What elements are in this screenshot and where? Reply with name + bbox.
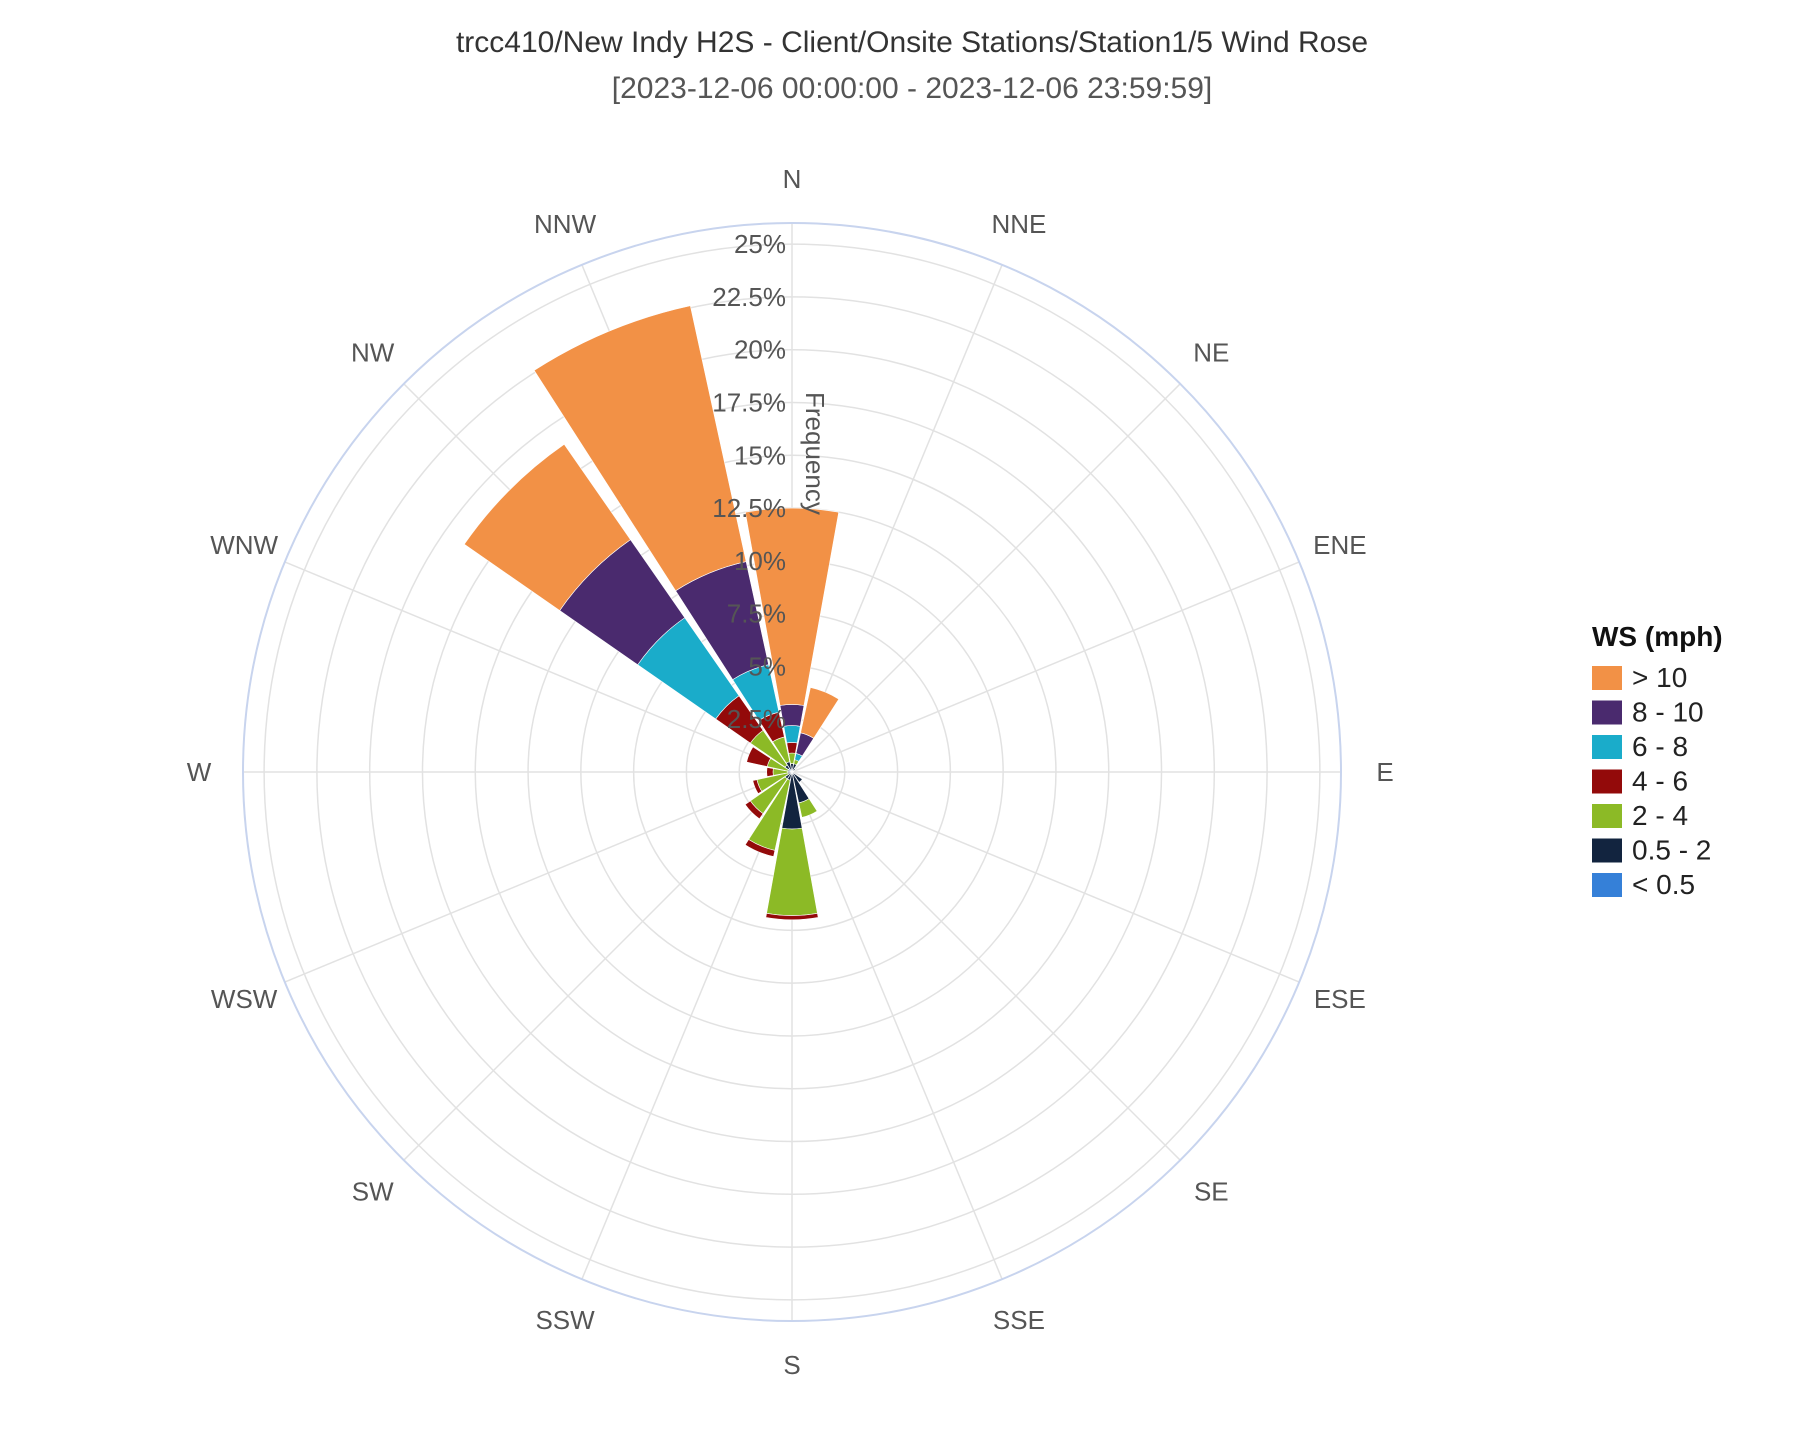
direction-label: SW	[352, 1176, 394, 1206]
legend-swatch	[1592, 769, 1622, 794]
direction-label: NNE	[991, 209, 1046, 239]
wind-bar-segment	[744, 800, 764, 820]
direction-label: NNW	[534, 209, 597, 239]
wind-bar-segment	[744, 507, 840, 706]
grid-spoke	[284, 561, 793, 773]
direction-label: E	[1376, 757, 1393, 787]
radial-tick-label: 22.5%	[712, 282, 786, 312]
wind-bar-segment	[798, 798, 818, 818]
legend-swatch	[1592, 873, 1622, 897]
wind-bars	[463, 305, 840, 921]
direction-label: ESE	[1314, 984, 1366, 1014]
legend-label: < 0.5	[1632, 869, 1695, 900]
direction-label: W	[187, 757, 212, 787]
radial-tick-label: 7.5%	[727, 599, 786, 629]
grid-spoke	[581, 771, 793, 1280]
wind-bar-segment	[765, 912, 819, 921]
polar-grid	[242, 222, 1342, 1322]
legend-label: 0.5 - 2	[1632, 835, 1711, 866]
radial-tick-label: 12.5%	[712, 493, 786, 523]
chart-title: trcc410/New Indy H2S - Client/Onsite Sta…	[456, 26, 1368, 59]
legend-label: 6 - 8	[1632, 731, 1688, 762]
grid-spoke	[791, 264, 1003, 773]
grid-spoke	[791, 771, 1300, 983]
wind-bar-segment	[744, 839, 776, 857]
grid-spoke	[791, 771, 1181, 1161]
wind-bar-segment	[791, 771, 803, 783]
direction-label: NW	[351, 338, 395, 368]
radial-tick-labels: 2.5% 5% 7.5% 10% 12.5% 15% 17.5% 20% 22.5% 25% Fre…	[712, 229, 830, 734]
wind-bar-segment	[783, 725, 801, 744]
legend-swatch	[1592, 700, 1622, 725]
legend-label: > 10	[1632, 662, 1687, 693]
grid-spoke	[791, 771, 1003, 1280]
grid-spoke	[791, 561, 1300, 773]
direction-label: SSW	[535, 1305, 595, 1335]
radial-tick-label: 10%	[734, 546, 786, 576]
radial-tick-label: 25%	[734, 229, 786, 259]
wind-bar-segment	[463, 443, 631, 611]
direction-label: S	[783, 1350, 800, 1380]
radial-tick-label: 20%	[734, 335, 786, 365]
direction-label: N	[783, 164, 802, 194]
radial-axis-title: Frequency	[800, 392, 830, 515]
wind-bar-segment	[533, 305, 747, 592]
radial-tick-label: 2.5%	[727, 704, 786, 734]
wind-bar-segment	[791, 770, 795, 773]
direction-labels: N NNE NE ENE E ESE SE SSE S SSW SW WSW W WNW NW NNW	[187, 164, 1394, 1380]
radial-tick-label: 17.5%	[712, 387, 786, 417]
direction-label: WNW	[210, 530, 278, 560]
grid-spoke	[284, 771, 793, 983]
direction-label: WSW	[211, 984, 278, 1014]
radial-tick-label: 15%	[734, 440, 786, 470]
wind-bar-segment	[786, 742, 798, 754]
radial-tick-label: 5%	[748, 651, 786, 681]
legend: WS (mph) > 10 8 - 106 - 8 4 - 62 - 4 0.5 - 2…	[1592, 621, 1723, 900]
legend-label: 4 - 6	[1632, 766, 1688, 797]
wind-bar-segment	[752, 779, 763, 795]
grid-spoke	[791, 383, 1181, 773]
legend-swatch	[1592, 804, 1622, 828]
wind-bar-segment	[800, 687, 840, 739]
direction-label: SSE	[993, 1305, 1045, 1335]
legend-swatch	[1592, 666, 1622, 690]
legend-swatch	[1592, 838, 1622, 863]
legend-swatch	[1592, 735, 1622, 759]
grid-spoke	[403, 771, 793, 1161]
direction-label: SE	[1194, 1176, 1229, 1206]
direction-label: NE	[1193, 338, 1229, 368]
wind-bar-segment	[746, 746, 772, 767]
legend-label: 2 - 4	[1632, 800, 1688, 831]
wind-bar-segment	[766, 767, 774, 777]
legend-label: 8 - 10	[1632, 697, 1704, 728]
chart-subtitle: [2023-12-06 00:00:00 - 2023-12-06 23:59:…	[612, 72, 1212, 105]
direction-label: ENE	[1313, 530, 1366, 560]
legend-title: WS (mph)	[1592, 621, 1723, 652]
outer-boundary	[242, 222, 1342, 1322]
